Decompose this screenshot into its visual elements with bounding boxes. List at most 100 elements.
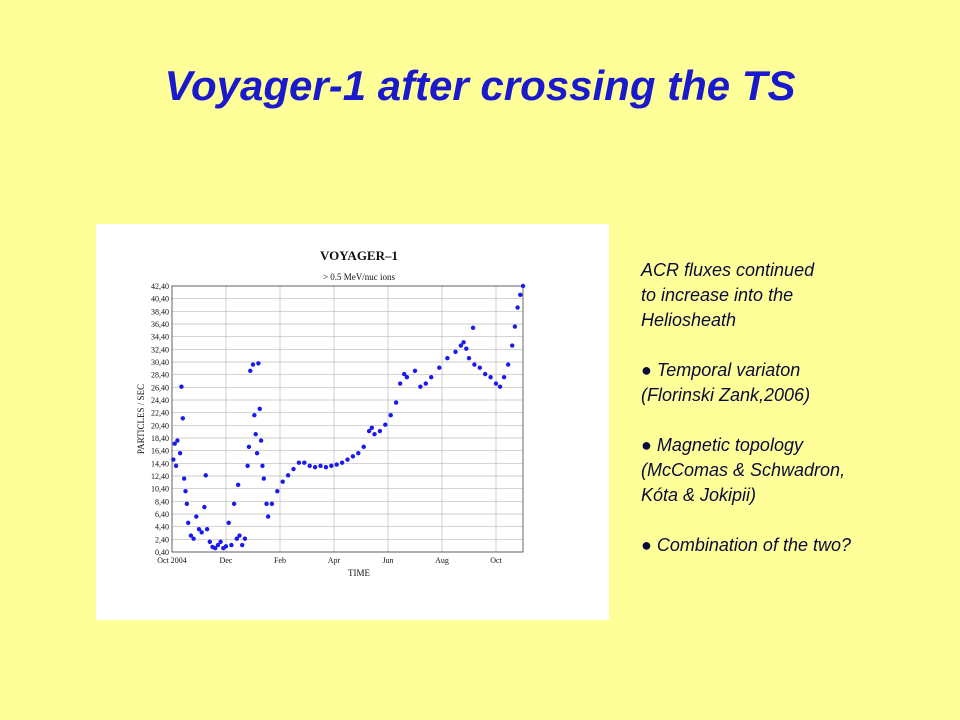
- data-point: [254, 451, 260, 456]
- y-axis-label: PARTICLES / SEC: [136, 384, 146, 454]
- data-point: [188, 533, 194, 538]
- text-line: Heliosheath: [641, 310, 737, 330]
- data-point: [477, 365, 482, 370]
- x-tick-label: Oct: [490, 556, 502, 565]
- data-point: [437, 365, 442, 370]
- y-tick-label: 32,40: [151, 345, 169, 354]
- chart-subtitle: > 0.5 MeV/nuc ions: [323, 272, 396, 282]
- y-tick-label: 22,40: [151, 409, 169, 418]
- y-tick-label: 26,40: [151, 383, 169, 392]
- data-point: [275, 489, 280, 494]
- data-point: [204, 527, 210, 532]
- y-tick-label: 12,40: [151, 472, 169, 481]
- data-point: [515, 305, 520, 310]
- data-point: [369, 425, 374, 431]
- data-point: [226, 520, 231, 526]
- y-tick-label: 42,40: [151, 282, 169, 291]
- data-point: [250, 362, 256, 367]
- y-tick-label: 2,40: [155, 535, 169, 544]
- data-point: [248, 368, 253, 374]
- data-point: [186, 520, 191, 526]
- chart-background: [96, 224, 609, 620]
- data-point: [302, 460, 307, 465]
- data-point: [361, 444, 366, 450]
- text-line: Kóta & Jokipii): [641, 485, 757, 505]
- data-point: [307, 463, 312, 469]
- data-point: [234, 536, 239, 541]
- data-point: [223, 544, 229, 549]
- data-point: [518, 292, 523, 298]
- data-point: [246, 444, 252, 450]
- y-tick-label: 38,40: [151, 307, 169, 316]
- text-line: ACR fluxes continued: [641, 260, 815, 280]
- data-point: [429, 375, 434, 380]
- notes: ACR fluxes continued to increase into the…: [641, 258, 851, 583]
- data-point: [264, 501, 269, 507]
- y-tick-label: 28,40: [151, 371, 169, 380]
- data-point: [464, 346, 469, 351]
- data-point: [202, 504, 207, 510]
- data-point: [483, 371, 488, 377]
- data-point: [372, 432, 377, 437]
- data-point: [505, 362, 511, 367]
- data-point: [229, 542, 234, 548]
- x-tick-label: Aug: [435, 556, 449, 565]
- data-point: [323, 464, 329, 470]
- text-line: (Florinski Zank,2006): [641, 385, 811, 405]
- data-point: [184, 501, 190, 507]
- data-point: [453, 349, 458, 355]
- data-point: [258, 438, 264, 443]
- data-point: [461, 340, 466, 345]
- data-point: [196, 527, 202, 532]
- y-tick-label: 18,40: [151, 434, 169, 443]
- data-point: [470, 325, 476, 330]
- data-point: [345, 457, 350, 462]
- data-point: [199, 530, 204, 535]
- data-point: [181, 476, 187, 481]
- data-point: [296, 460, 302, 465]
- data-point: [404, 375, 410, 380]
- y-tick-label: 16,40: [151, 447, 169, 456]
- plot-frame: [171, 285, 524, 553]
- data-point: [497, 384, 503, 389]
- data-point: [388, 413, 393, 418]
- chart: VOYAGER–1 > 0.5 MeV/nuc ions TIME PARTIC…: [96, 224, 609, 620]
- data-point: [520, 283, 526, 289]
- data-point: [252, 413, 257, 418]
- data-point: [329, 463, 334, 469]
- data-point: [203, 473, 208, 478]
- data-point: [466, 356, 472, 361]
- y-tick-label: 0,40: [155, 548, 169, 557]
- data-point: [260, 463, 265, 469]
- x-tick-label: Jun: [382, 556, 393, 565]
- paragraph: ACR fluxes continued to increase into the…: [641, 258, 851, 333]
- text-line: ● Magnetic topology: [641, 435, 803, 455]
- data-point: [194, 514, 199, 519]
- data-point: [402, 371, 407, 377]
- data-point: [171, 457, 176, 462]
- y-tick-label: 40,40: [151, 295, 169, 304]
- data-point: [235, 482, 241, 488]
- data-point: [339, 460, 345, 465]
- data-point: [472, 362, 477, 367]
- data-point: [366, 428, 372, 434]
- data-point: [393, 400, 399, 405]
- text-line: to increase into the: [641, 285, 794, 305]
- data-point: [237, 533, 242, 538]
- y-tick-label: 20,40: [151, 421, 169, 430]
- text-line: ● Temporal variaton: [641, 360, 801, 380]
- data-point: [445, 356, 450, 361]
- text-line: (McComas & Schwadron,: [641, 460, 846, 480]
- data-point: [291, 466, 296, 472]
- data-point: [510, 343, 515, 348]
- x-tick-label: Dec: [220, 556, 233, 565]
- y-tick-label: 4,40: [155, 523, 169, 532]
- data-point: [412, 368, 418, 374]
- data-point: [285, 473, 291, 478]
- data-point: [215, 542, 221, 548]
- paragraph: ● Temporal variaton (Florinski Zank,2006): [641, 358, 851, 408]
- data-point: [231, 501, 237, 507]
- chart-title: VOYAGER–1: [320, 248, 398, 263]
- paragraph: ● Combination of the two?: [641, 533, 851, 558]
- x-tick-label: Apr: [328, 556, 341, 565]
